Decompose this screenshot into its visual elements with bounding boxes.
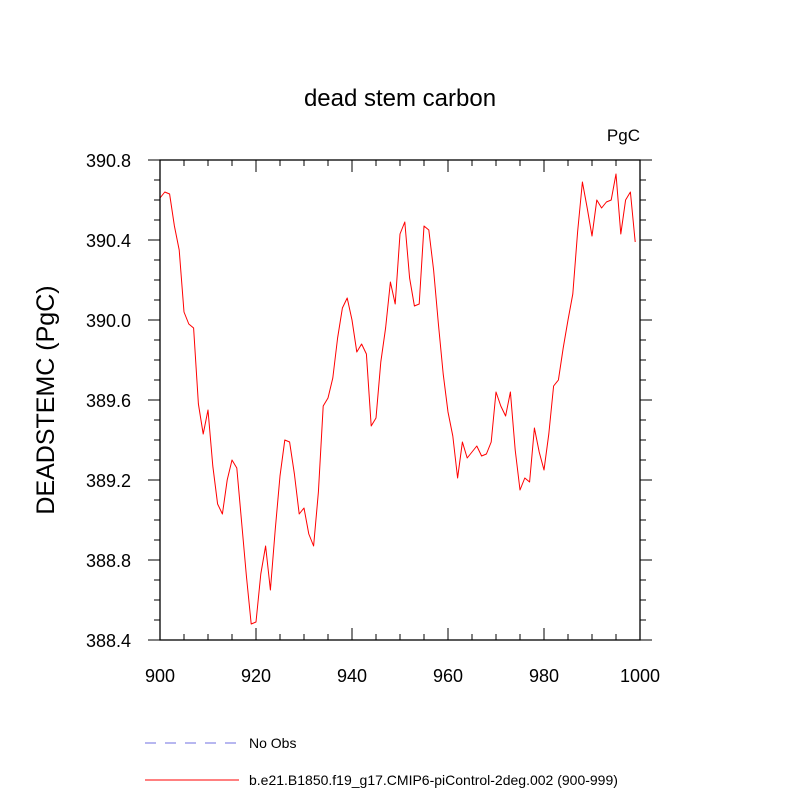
x-tick-label: 1000 (620, 666, 660, 686)
axis-ticks (148, 159, 652, 641)
series-line-model-run (159, 173, 636, 625)
units-label: PgC (607, 126, 640, 145)
legend-label-no-obs: No Obs (249, 735, 296, 751)
legend: No Obs b.e21.B1850.f19_g17.CMIP6-piContr… (145, 735, 618, 788)
x-tick-label: 920 (241, 666, 271, 686)
y-tick-label: 388.8 (86, 551, 131, 571)
x-tick-label: 940 (337, 666, 367, 686)
x-tick-label: 980 (529, 666, 559, 686)
y-tick-label: 390.8 (86, 151, 131, 171)
chart-title: dead stem carbon (304, 85, 496, 112)
y-tick-label: 388.4 (86, 631, 131, 651)
plot-frame (159, 159, 641, 641)
x-tick-label: 900 (145, 666, 175, 686)
legend-label-model-run: b.e21.B1850.f19_g17.CMIP6-piControl-2deg… (249, 772, 618, 788)
x-tick-label: 960 (433, 666, 463, 686)
tick-labels: 900 920 940 960 980 1000 388.4 388.8 389.2 389.6 3… (86, 151, 660, 686)
y-tick-label: 389.2 (86, 471, 131, 491)
y-tick-label: 389.6 (86, 391, 131, 411)
y-axis-label: DEADSTEMC (PgC) (32, 285, 60, 514)
y-tick-label: 390.4 (86, 231, 131, 251)
y-tick-label: 390.0 (86, 311, 131, 331)
series-layer (159, 173, 636, 625)
